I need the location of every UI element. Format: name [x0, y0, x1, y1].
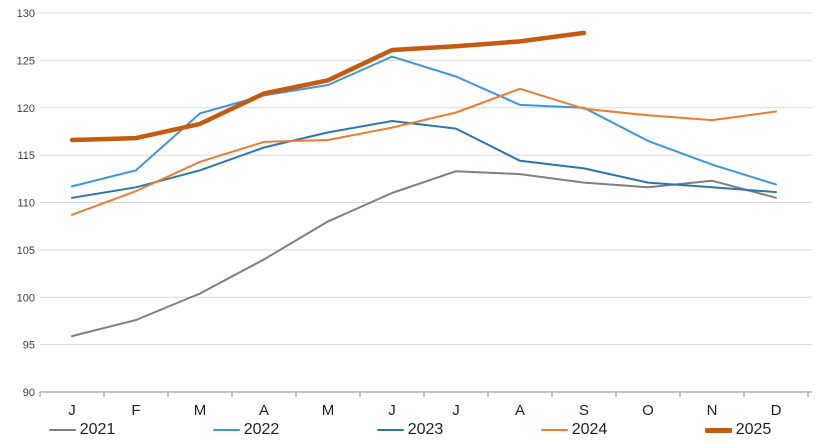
legend-label: 2023: [407, 421, 444, 438]
chart-legend: 2021 2022 2023 2024 2025: [0, 419, 820, 441]
y-axis-tick-label: 130: [17, 8, 35, 20]
legend-item-2025: 2025: [656, 422, 820, 438]
series-line-2022: [71, 55, 777, 188]
legend-item-2023: 2023: [328, 422, 492, 438]
y-axis-tick-label: 115: [17, 150, 35, 162]
legend-label: 2024: [571, 421, 608, 438]
legend-swatch-2025: [704, 427, 732, 433]
legend-label: 2025: [735, 421, 772, 438]
x-axis-label: F: [131, 402, 140, 419]
y-axis-tick-label: 125: [17, 55, 35, 67]
x-axis-label: M: [322, 402, 335, 419]
series-line-2021: [71, 170, 777, 338]
x-axis-label: J: [452, 402, 460, 419]
x-axis-label: S: [579, 402, 589, 419]
x-axis-label: A: [259, 402, 269, 419]
y-axis-tick-label: 120: [17, 103, 35, 115]
x-axis-label: J: [388, 402, 396, 419]
legend-swatch-2023: [376, 429, 404, 431]
legend-swatch-2022: [212, 429, 240, 431]
legend-item-2021: 2021: [0, 422, 164, 438]
legend-swatch-2021: [48, 429, 76, 431]
legend-label: 2022: [243, 421, 280, 438]
y-axis-tick-label: 90: [23, 387, 35, 399]
x-axis-label: M: [194, 402, 207, 419]
legend-swatch-2024: [540, 429, 568, 431]
y-axis-tick-label: 95: [23, 340, 35, 352]
legend-item-2022: 2022: [164, 422, 328, 438]
series-line-2023: [71, 120, 777, 199]
legend-label: 2021: [79, 421, 116, 438]
series-line-2025: [69, 30, 587, 143]
series-line-2024: [71, 87, 777, 216]
y-axis-tick-label: 105: [17, 245, 35, 257]
legend-item-2024: 2024: [492, 422, 656, 438]
x-axis-label: A: [515, 402, 525, 419]
x-axis-label: J: [68, 402, 76, 419]
x-axis-label: N: [707, 402, 718, 419]
x-axis-label: O: [642, 402, 654, 419]
y-axis-tick-label: 100: [17, 292, 35, 304]
y-axis-tick-label: 110: [17, 198, 35, 210]
x-axis-label: D: [771, 402, 782, 419]
